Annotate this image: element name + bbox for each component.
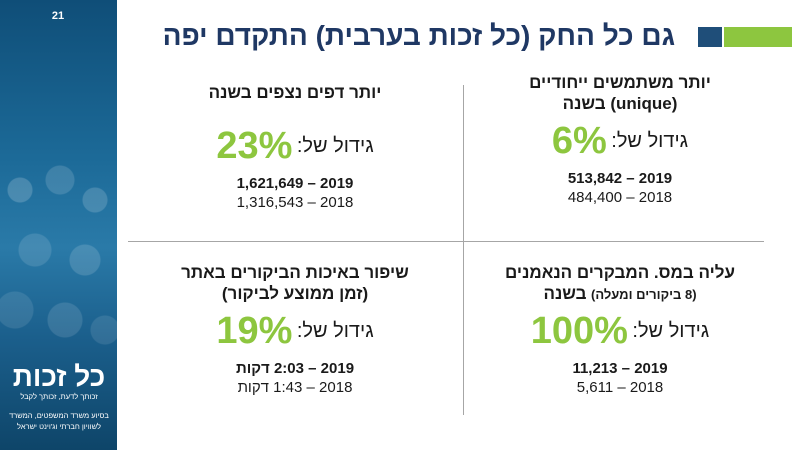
value-2019: 2019 – 11,213 <box>572 360 668 377</box>
growth-value: 23% <box>216 125 293 167</box>
value-2019: 2019 – 1,621,649 <box>236 175 354 192</box>
sidebar-background-photo <box>0 150 117 380</box>
growth-value: 100% <box>530 310 628 352</box>
quadrant-page-views: יותר דפים נצפים בשנה גידול של: 23% 2019 … <box>130 72 460 212</box>
quadrant-heading: יותר משתמשים ייחודיים <box>529 73 711 92</box>
quadrant-heading-line2-suffix: בשנה <box>543 284 587 303</box>
value-2018: 2018 – 5,611 <box>576 379 664 396</box>
quadrant-heading-line2: (unique) בשנה <box>562 94 678 113</box>
page-number: 21 <box>51 10 65 22</box>
growth-row: גידול של: 19% <box>130 310 460 353</box>
value-2018: 2018 – 1:43 דקות <box>237 379 353 396</box>
quadrant-visit-quality: שיפור באיכות הביקורים באתר (זמן ממוצע לב… <box>130 262 460 397</box>
quadrant-heading: יותר דפים נצפים בשנה <box>208 83 382 102</box>
quadrant-heading-line2-row: (8 ביקורים ומעלה) בשנה <box>470 283 770 304</box>
growth-value: 19% <box>216 310 293 352</box>
growth-label: גידול של: <box>296 135 374 157</box>
growth-label: גידול של: <box>632 320 710 342</box>
growth-label: גידול של: <box>611 130 689 152</box>
growth-row: גידול של: 6% <box>470 120 770 163</box>
logo-tagline: זכותך לדעת, זכותך לקבל <box>20 392 98 401</box>
sidebar-panel: 21 כל זכות זכותך לדעת, זכותך לקבל בסיוע … <box>0 0 117 450</box>
growth-row: גידול של: 100% <box>470 310 770 353</box>
support-text: בסיוע משרד המשפטים, המשרד לשוויון חברתי … <box>9 411 109 431</box>
title-accent-green <box>724 27 792 47</box>
growth-value: 6% <box>551 120 607 162</box>
growth-row: גידול של: 23% <box>130 125 460 168</box>
logo: כל זכות זכותך לדעת, זכותך לקבל <box>4 362 114 402</box>
quadrant-loyal-visitors: עליה במס. המבקרים הנאמנים (8 ביקורים ומע… <box>470 262 770 397</box>
logo-text: כל זכות <box>12 361 106 392</box>
quadrant-heading-line2: (זמן ממוצע לביקור) <box>221 284 369 303</box>
quadrant-heading-line2: (8 ביקורים ומעלה) <box>590 287 697 302</box>
value-2018: 2018 – 484,400 <box>567 189 673 206</box>
horizontal-divider <box>128 241 764 242</box>
quadrant-heading: שיפור באיכות הביקורים באתר <box>181 263 409 282</box>
quadrant-unique-users: יותר משתמשים ייחודיים (unique) בשנה גידו… <box>470 72 770 207</box>
growth-label: גידול של: <box>296 320 374 342</box>
title-accent-blue <box>698 27 722 47</box>
vertical-divider <box>463 85 464 415</box>
value-2018: 2018 – 1,316,543 <box>236 194 354 211</box>
value-2019: 2019 – 513,842 <box>567 170 673 187</box>
quadrant-heading: עליה במס. המבקרים הנאמנים <box>505 263 735 282</box>
slide-title: גם כל החק (כל זכות בערבית) התקדם יפה <box>162 20 675 51</box>
value-2019: 2019 – 2:03 דקות <box>235 360 355 377</box>
